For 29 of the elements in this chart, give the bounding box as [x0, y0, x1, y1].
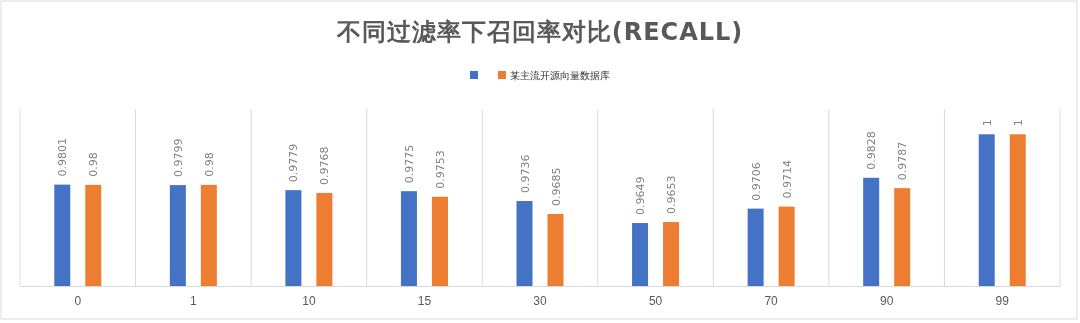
x-tick-label: 99	[995, 293, 1010, 308]
data-label: 0.9787	[896, 141, 910, 181]
chart-title: 不同过滤率下召回率对比(RECALL)	[335, 18, 744, 46]
data-label: 0.9779	[287, 143, 301, 183]
x-tick-label: 10	[302, 293, 316, 308]
x-tick-label: 50	[648, 293, 663, 308]
data-label: 0.9828	[865, 131, 879, 170]
x-tick-label: 70	[764, 293, 779, 308]
data-label: 0.9799	[171, 138, 185, 178]
data-label: 0.9736	[518, 154, 532, 194]
x-tick-label: 1	[189, 293, 197, 308]
legend-label: 某主流开源向量数据库	[510, 70, 610, 81]
data-label: 0.9753	[433, 150, 447, 189]
data-label: 0.9775	[402, 144, 416, 184]
data-label: 0.98	[202, 152, 216, 177]
data-label: 0.9706	[749, 162, 763, 201]
x-tick-label: 0	[74, 293, 82, 308]
data-label: 0.9685	[549, 167, 563, 206]
x-tick-label: 15	[417, 293, 432, 308]
data-label: 0.9768	[318, 146, 332, 185]
data-label: 0.9801	[56, 138, 70, 177]
data-label: 1	[1011, 119, 1025, 127]
data-label: 0.98	[87, 152, 101, 177]
data-label: 0.9653	[665, 175, 679, 215]
data-label: 0.9714	[780, 160, 794, 199]
x-tick-label: 90	[879, 293, 894, 308]
x-tick-label: 30	[533, 293, 547, 308]
data-label: 0.9649	[634, 176, 648, 216]
data-label: 1	[980, 119, 994, 127]
